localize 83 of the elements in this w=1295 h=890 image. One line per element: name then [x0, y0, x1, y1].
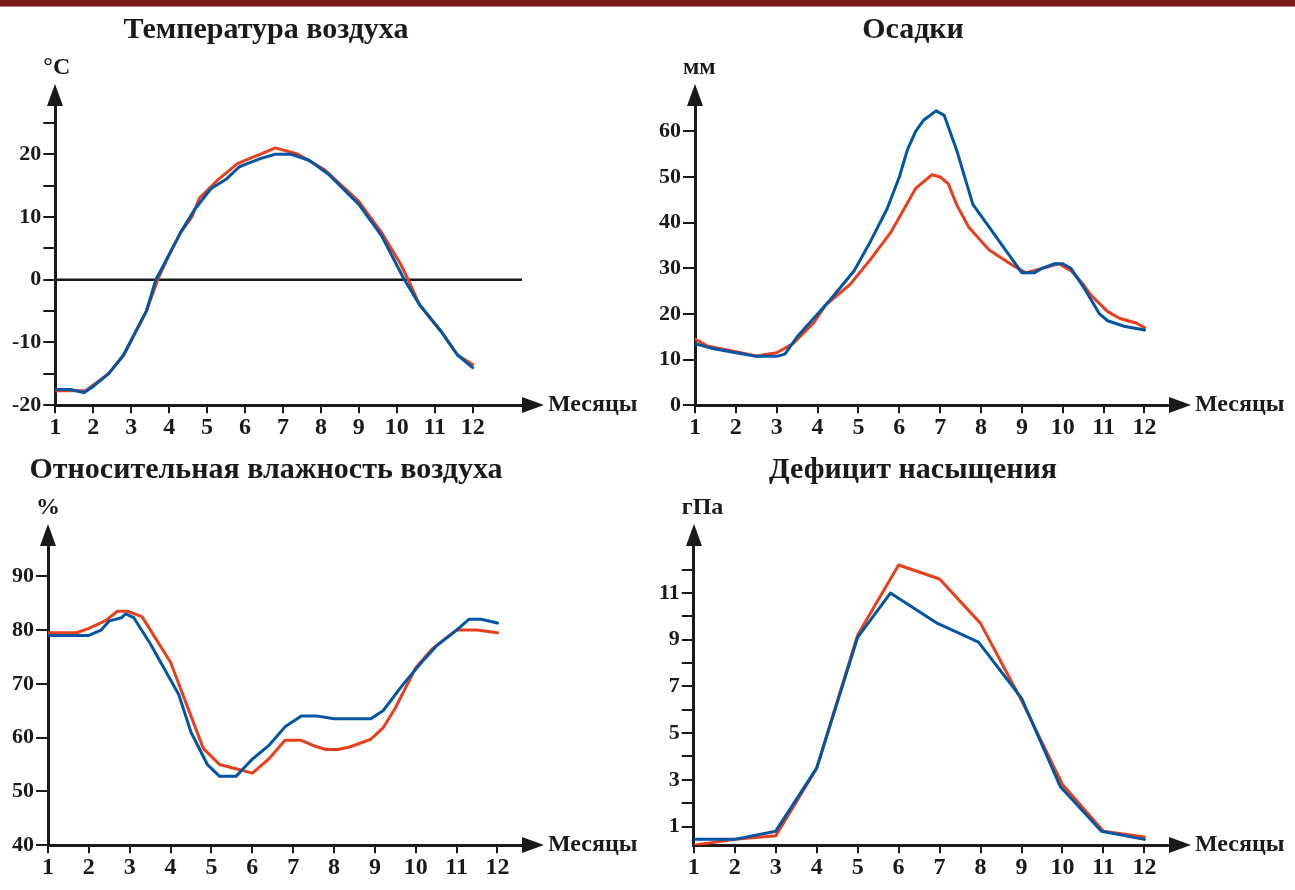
y-tick-label: 9	[668, 625, 680, 651]
x-tick-label: 12	[460, 412, 485, 439]
x-tick-label: 6	[892, 852, 905, 879]
x-tick-label: 1	[689, 412, 701, 439]
x-tick-label: 4	[810, 852, 823, 879]
y-tick-label: 1	[668, 812, 680, 838]
x-tick-label: 1	[49, 412, 62, 439]
chart-title: Температура воздуха	[123, 10, 409, 44]
x-tick-label: 11	[1092, 412, 1115, 439]
y-tick-label: 50	[12, 777, 34, 803]
x-tick-label: 2	[82, 852, 95, 879]
y-tick-label: 20	[659, 299, 681, 325]
x-axis-title: Месяцы	[1195, 830, 1285, 857]
y-tick-label: 60	[659, 117, 681, 143]
x-tick-label: 6	[246, 852, 259, 879]
x-tick-label: 8	[314, 412, 327, 439]
x-tick-label: 8	[328, 852, 341, 879]
x-tick-label: 11	[1092, 852, 1115, 879]
y-tick-label: 0	[30, 265, 42, 291]
y-tick-label: -20	[12, 390, 42, 416]
x-tick-label: 9	[1015, 852, 1028, 879]
x-tick-label: 11	[423, 412, 447, 439]
y-tick-label: 70	[12, 669, 34, 695]
x-axis-title: Месяцы	[548, 830, 638, 857]
y-tick-label: 50	[659, 162, 681, 188]
x-tick-label: 12	[485, 852, 510, 879]
y-tick-label: 40	[659, 208, 681, 234]
y-tick-label: 10	[659, 345, 681, 371]
x-tick-label: 12	[1132, 852, 1157, 879]
y-axis-title: мм	[683, 53, 716, 80]
x-tick-label: 10	[403, 852, 428, 879]
x-tick-label: 5	[205, 852, 218, 879]
x-tick-label: 1	[687, 852, 700, 879]
chart-title: Относительная влажность воздуха	[29, 450, 503, 484]
y-tick-label: 30	[659, 253, 681, 279]
x-tick-label: 7	[287, 852, 300, 879]
x-axis-title: Месяцы	[1195, 390, 1285, 417]
x-tick-label: 10	[1050, 852, 1075, 879]
y-tick-label: 80	[12, 615, 34, 641]
x-tick-label: 9	[352, 412, 365, 439]
x-tick-label: 3	[770, 412, 783, 439]
x-tick-label: 8	[974, 852, 987, 879]
x-tick-label: 2	[729, 412, 742, 439]
x-tick-label: 11	[445, 852, 468, 879]
x-tick-label: 6	[239, 412, 252, 439]
y-tick-label: 10	[19, 202, 42, 228]
y-tick-label: -10	[12, 328, 42, 354]
y-tick-label: 3	[668, 765, 680, 791]
x-tick-label: 4	[163, 412, 176, 439]
x-tick-label: 3	[125, 412, 138, 439]
y-tick-label: 90	[12, 561, 34, 587]
y-axis-title: гПа	[681, 493, 724, 520]
chart-title: Дефицит насыщения	[768, 450, 1058, 484]
x-tick-label: 4	[164, 852, 177, 879]
y-tick-label: 60	[12, 723, 34, 749]
x-tick-label: 4	[811, 412, 824, 439]
x-tick-label: 6	[893, 412, 906, 439]
x-tick-label: 2	[87, 412, 100, 439]
x-tick-label: 10	[1050, 412, 1075, 439]
y-tick-label: 20	[19, 139, 42, 165]
x-tick-label: 7	[933, 852, 946, 879]
chart-title: Осадки	[862, 10, 964, 44]
x-tick-label: 9	[368, 852, 381, 879]
x-tick-label: 10	[384, 412, 409, 439]
x-tick-label: 5	[852, 412, 865, 439]
x-tick-label: 3	[769, 852, 782, 879]
y-tick-label: 5	[668, 718, 680, 744]
x-tick-label: 9	[1015, 412, 1028, 439]
x-axis-title: Месяцы	[548, 390, 638, 417]
y-tick-label: 11	[658, 578, 680, 604]
x-tick-label: 8	[975, 412, 988, 439]
x-tick-label: 5	[201, 412, 214, 439]
x-tick-label: 5	[851, 852, 864, 879]
x-tick-label: 2	[728, 852, 741, 879]
x-tick-label: 12	[1132, 412, 1157, 439]
y-axis-title: °C	[43, 53, 71, 80]
y-axis-title: %	[36, 493, 60, 520]
x-tick-label: 7	[934, 412, 947, 439]
y-tick-label: 40	[12, 830, 34, 856]
y-tick-label: 7	[668, 672, 680, 698]
y-tick-label: 0	[670, 390, 681, 416]
x-tick-label: 3	[123, 852, 136, 879]
x-tick-label: 7	[276, 412, 289, 439]
